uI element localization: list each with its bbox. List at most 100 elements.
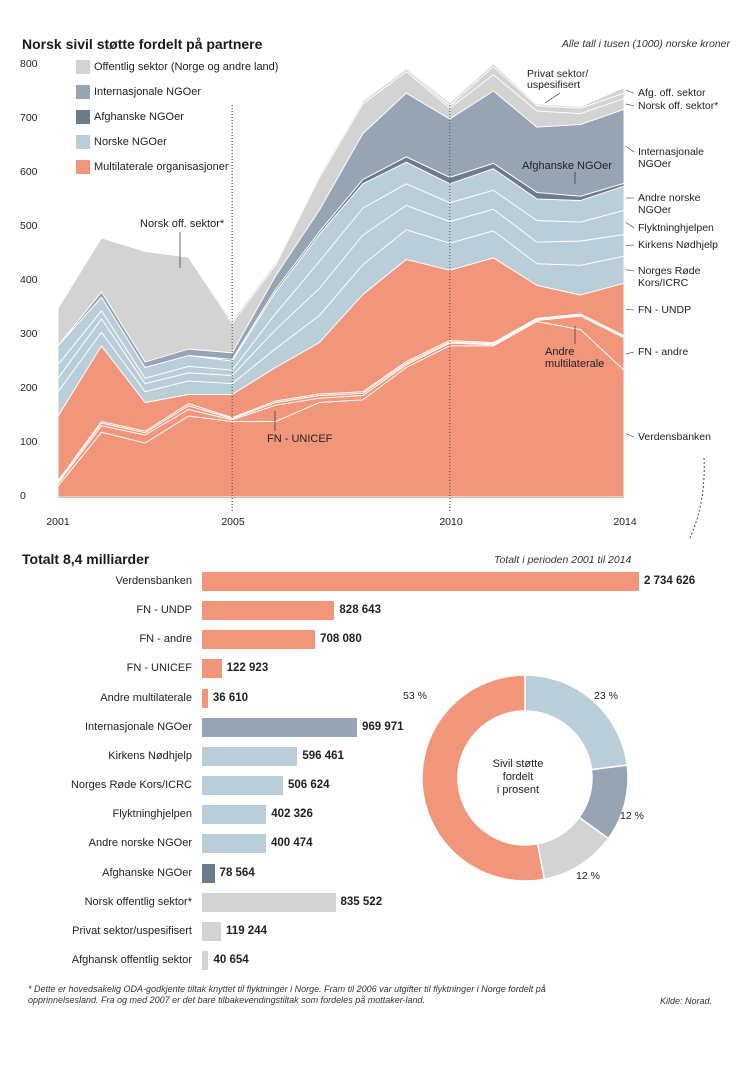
bar-category-label: Norges Røde Kors/ICRC xyxy=(70,779,192,792)
bar-value-label: 835 522 xyxy=(340,895,383,908)
legend-item: Internasjonale NGOer xyxy=(76,85,316,101)
y-tick: 400 xyxy=(20,274,38,286)
legend-item: Offentlig sektor (Norge og andre land) xyxy=(76,60,316,76)
legend-label: Multilaterale organisasjoner xyxy=(94,161,229,173)
label-leader xyxy=(625,309,635,311)
y-tick: 100 xyxy=(20,436,38,448)
area-afg-off-sektor xyxy=(57,63,625,321)
bar-category-label: Afghansk offentlig sektor xyxy=(71,953,192,966)
bar-title: Totalt 8,4 milliarder xyxy=(22,551,150,567)
bar-category-label: Norsk offentlig sektor* xyxy=(84,895,192,908)
bar-category-label: FN - UNICEF xyxy=(126,662,192,675)
donut-pct-label: 53 % xyxy=(403,690,427,702)
x-tick: 2014 xyxy=(613,516,637,528)
series-label: Kirkens Nødhjelp xyxy=(638,239,718,251)
y-tick: 700 xyxy=(20,112,38,124)
donut-slice xyxy=(421,674,546,882)
legend-label: Afghanske NGOer xyxy=(94,111,184,123)
bar-value-label: 400 474 xyxy=(270,837,313,850)
source-note: Kilde: Norad. xyxy=(660,996,713,1006)
donut-center-label: Sivil støtte fordelt i prosent xyxy=(468,758,568,797)
y-tick: 500 xyxy=(20,220,38,232)
bar xyxy=(202,921,222,941)
annotation-norsk-off: Norsk off. sektor* xyxy=(140,218,225,230)
annotation-unicef: FN - UNICEF xyxy=(267,433,333,445)
series-label: Afg. off. sektor xyxy=(638,87,706,99)
y-tick: 200 xyxy=(20,382,38,394)
series-label: FN - UNDP xyxy=(638,304,692,316)
bar-value-label: 969 971 xyxy=(362,720,404,733)
arrow-to-bars xyxy=(688,457,705,540)
bar-category-label: FN - andre xyxy=(139,633,192,646)
donut-center-line: fordelt xyxy=(502,771,534,783)
legend-swatch xyxy=(76,110,90,124)
bar-value-label: 122 923 xyxy=(226,662,269,675)
annotation-andre-multi: Andre multilaterale xyxy=(545,346,605,370)
series-label: Norges Røde Kors/ICRC xyxy=(638,265,701,289)
legend-label: Internasjonale NGOer xyxy=(94,86,201,98)
label-leader xyxy=(625,269,635,272)
legend-item: Multilaterale organisasjoner xyxy=(76,160,316,176)
legend-label: Offentlig sektor (Norge og andre land) xyxy=(94,61,279,73)
series-label: Andre norske NGOer xyxy=(638,192,701,216)
bar-category-label: Kirkens Nødhjelp xyxy=(108,749,192,762)
bar xyxy=(202,688,208,708)
legend-swatch xyxy=(76,60,90,74)
bar-category-label: Andre multilaterale xyxy=(100,691,192,704)
bar-category-label: Internasjonale NGOer xyxy=(85,720,192,733)
bar xyxy=(202,863,215,883)
bar-category-label: FN - UNDP xyxy=(136,604,192,617)
series-label: Verdensbanken xyxy=(638,431,711,443)
bar xyxy=(202,834,266,854)
donut-pct-label: 12 % xyxy=(576,870,600,882)
bar-value-label: 78 564 xyxy=(219,866,255,879)
y-tick: 300 xyxy=(20,328,38,340)
label-leader xyxy=(625,433,635,438)
legend-item: Afghanske NGOer xyxy=(76,110,316,126)
label-leader xyxy=(625,222,635,229)
donut-pct-label: 23 % xyxy=(594,690,618,702)
bar xyxy=(202,746,298,766)
annotation-pointer xyxy=(544,92,561,104)
annotation-privat: Privat sektor/ uspesifisert xyxy=(527,68,589,91)
bar xyxy=(202,659,222,679)
chart-title: Norsk sivil støtte fordelt på partnere xyxy=(22,36,263,52)
bar-category-label: Afghanske NGOer xyxy=(102,866,192,879)
bar xyxy=(202,776,283,796)
bar-value-label: 2 734 626 xyxy=(644,575,696,587)
bar-category-label: Flyktninghjelpen xyxy=(112,808,193,821)
bar-category-label: Verdensbanken xyxy=(115,575,192,587)
series-label: Internasjonale NGOer xyxy=(638,146,704,170)
x-tick: 2010 xyxy=(439,516,463,528)
x-tick: 2001 xyxy=(46,516,70,528)
bar-value-label: 708 080 xyxy=(320,633,362,646)
bar-value-label: 402 326 xyxy=(271,808,313,821)
donut-chart xyxy=(421,674,629,882)
area-chart xyxy=(57,63,705,540)
label-leader xyxy=(625,351,635,355)
x-tick: 2005 xyxy=(221,516,245,528)
donut-center-line: Sivil støtte xyxy=(492,758,544,770)
bar xyxy=(202,892,336,912)
bar-value-label: 40 654 xyxy=(213,953,249,966)
bar-value-label: 828 643 xyxy=(339,604,381,617)
y-tick: 800 xyxy=(20,58,38,70)
footnote-line: * Dette er hovedsakelig ODA-godkjente ti… xyxy=(28,984,546,994)
legend-label: Norske NGOer xyxy=(94,136,167,148)
label-leader xyxy=(625,103,635,107)
unit-note: Alle tall i tusen (1000) norske kroner xyxy=(561,38,730,50)
bar-value-label: 119 244 xyxy=(226,924,267,937)
bar-category-label: Andre norske NGOer xyxy=(88,837,192,850)
donut-pct-label: 12 % xyxy=(620,810,644,822)
bar-category-label: Privat sektor/uspesifisert xyxy=(72,924,192,937)
bar xyxy=(202,717,357,737)
label-leader xyxy=(625,146,635,153)
y-tick: 600 xyxy=(20,166,38,178)
series-label: Norsk off. sektor* xyxy=(638,100,719,112)
legend-swatch xyxy=(76,135,90,149)
annotation-afghanske: Afghanske NGOer xyxy=(522,160,612,172)
bar-value-label: 596 461 xyxy=(302,749,344,762)
legend-item: Norske NGOer xyxy=(76,135,316,151)
legend-swatch xyxy=(76,160,90,174)
bar xyxy=(202,630,316,650)
